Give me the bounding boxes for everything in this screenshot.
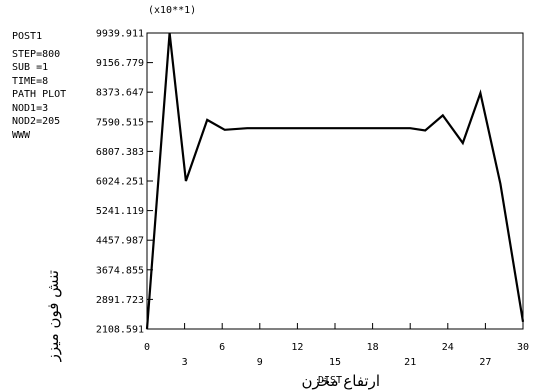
x-axis-ticks: 0 6 12 18 24 30 3 9 15 21 27 bbox=[144, 323, 529, 368]
plot-frame bbox=[146, 32, 524, 330]
x-tick-label: 6 bbox=[219, 342, 225, 353]
series-line bbox=[145, 32, 525, 330]
y-axis-ticks: 2108.591 2891.723 3674.855 4457.987 5241.119… bbox=[96, 29, 153, 336]
info-line: NOD1=3 bbox=[12, 102, 49, 114]
x-axis-label: DIST bbox=[318, 375, 342, 386]
scale-note: (x10**1) bbox=[148, 5, 196, 16]
y-tick-label: 8373.647 bbox=[96, 88, 144, 99]
plot-info-block: POST1 STEP=800 SUB =1 TIME=8 PATH PLOT NOD1=3… bbox=[12, 30, 66, 142]
y-tick-label: 9156.779 bbox=[96, 58, 144, 69]
y-tick-label: 6024.251 bbox=[96, 177, 144, 188]
y-tick-label: 7590.515 bbox=[96, 117, 144, 128]
x-tick-label: 30 bbox=[517, 342, 529, 353]
x-tick-label: 12 bbox=[291, 342, 303, 353]
x-tick-label: 27 bbox=[479, 357, 491, 368]
x-axis-label-persian: ارتفاع مخزن bbox=[302, 372, 380, 390]
y-tick-label: 6807.383 bbox=[96, 147, 144, 158]
y-axis-label-persian: تنش فون میزز bbox=[44, 270, 62, 362]
x-tick-label: 21 bbox=[404, 357, 416, 368]
info-line: NOD2=205 bbox=[12, 116, 61, 127]
info-line: SUB =1 bbox=[12, 62, 49, 73]
info-line: TIME=8 bbox=[12, 75, 49, 87]
y-tick-label: 2108.591 bbox=[96, 325, 144, 336]
y-tick-label: 2891.723 bbox=[96, 295, 144, 306]
x-tick-label: 18 bbox=[367, 342, 379, 353]
x-tick-label: 9 bbox=[257, 357, 263, 368]
x-tick-label: 0 bbox=[144, 342, 150, 353]
info-line: STEP=800 bbox=[12, 48, 61, 60]
x-tick-label: 15 bbox=[329, 357, 341, 368]
y-tick-label: 3674.855 bbox=[96, 265, 144, 276]
y-tick-label: 5241.119 bbox=[96, 206, 144, 217]
info-line: POST1 bbox=[12, 31, 43, 42]
y-tick-label: 9939.911 bbox=[96, 29, 144, 40]
y-tick-label: 4457.987 bbox=[96, 236, 144, 247]
info-line: PATH PLOT bbox=[12, 89, 67, 100]
x-tick-label: 3 bbox=[182, 357, 188, 368]
x-tick-label: 24 bbox=[442, 342, 454, 353]
info-line: WWW bbox=[12, 129, 31, 141]
